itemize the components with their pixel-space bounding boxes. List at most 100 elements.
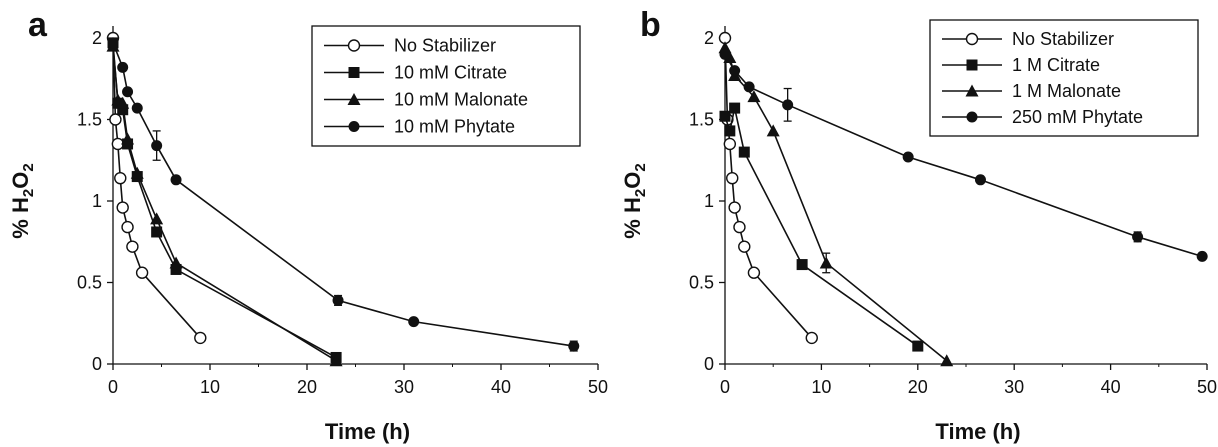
legend-label: No Stabilizer xyxy=(394,36,496,56)
panel-b-letter: b xyxy=(640,6,661,44)
panel-b-y-tick-label: 0.5 xyxy=(689,273,714,293)
legend-marker xyxy=(966,111,978,123)
data-point xyxy=(719,48,731,60)
data-point xyxy=(796,259,808,271)
panel-a-y-tick-label: 1.5 xyxy=(77,110,102,130)
panel-b-y-tick-label: 2 xyxy=(704,28,714,48)
series-line xyxy=(724,37,813,339)
panel-a-x-tick-label: 10 xyxy=(200,377,220,397)
data-point xyxy=(1196,250,1208,262)
panel-b-x-tick-label: 50 xyxy=(1197,377,1217,397)
panel-a-y-tick-label: 1 xyxy=(92,191,102,211)
data-point xyxy=(724,125,736,137)
panel-b-series-3 xyxy=(718,41,954,367)
data-point xyxy=(408,316,420,328)
panel-a-x-tick-label: 0 xyxy=(108,377,118,397)
panel-b-legend: No Stabilizer 1 M Citrate 1 M Malonate 250 … xyxy=(929,19,1199,137)
data-point xyxy=(729,102,741,114)
legend-label: 10 mM Malonate xyxy=(394,90,528,110)
legend-marker xyxy=(347,93,361,105)
panel-a-x-tick-label: 50 xyxy=(588,377,608,397)
panel-a-series-4 xyxy=(107,37,580,352)
data-point xyxy=(332,294,344,306)
data-point xyxy=(117,61,129,73)
panel-b-y-axis-title: % H2O2 xyxy=(620,163,649,238)
data-point xyxy=(170,174,182,186)
legend-label: 1 M Malonate xyxy=(1012,81,1121,101)
data-point xyxy=(170,263,182,275)
data-point xyxy=(912,340,924,352)
data-point xyxy=(747,90,761,103)
data-point xyxy=(819,256,833,269)
legend-label: 10 mM Phytate xyxy=(394,117,515,137)
panel-a-series-3 xyxy=(106,39,343,367)
data-point xyxy=(719,110,731,122)
data-point xyxy=(568,340,580,352)
panel-b-series-2 xyxy=(719,102,924,352)
data-point xyxy=(974,174,986,186)
data-point xyxy=(723,51,737,64)
data-point xyxy=(169,256,183,269)
panel-b-series-4 xyxy=(719,48,1208,262)
panel-a-y-tick-label: 0 xyxy=(92,354,102,374)
data-point xyxy=(729,65,741,77)
data-point xyxy=(150,212,164,225)
panel-a-y-tick-label: 0.5 xyxy=(77,273,102,293)
data-point xyxy=(109,113,122,126)
data-point xyxy=(940,354,954,367)
data-point xyxy=(805,331,818,345)
data-point xyxy=(329,354,343,367)
data-point xyxy=(723,137,737,151)
panel-b-x-tick-label: 0 xyxy=(720,377,730,397)
panel-a-x-tick-label: 20 xyxy=(297,377,317,397)
data-point xyxy=(782,99,794,111)
panel-b-x-axis-title: Time (h) xyxy=(935,419,1020,444)
series-line xyxy=(724,47,948,362)
legend-label: 250 mM Phytate xyxy=(1012,107,1143,127)
data-point xyxy=(733,220,746,234)
data-point xyxy=(107,37,119,49)
legend-label: No Stabilizer xyxy=(1012,29,1114,49)
legend-label: 10 mM Citrate xyxy=(394,63,507,83)
panel-a-y-tick-label: 2 xyxy=(92,28,102,48)
legend-marker xyxy=(965,84,979,97)
legend-marker xyxy=(348,121,360,132)
legend-label: 1 M Citrate xyxy=(1012,55,1100,75)
data-point xyxy=(130,166,144,179)
data-point xyxy=(126,240,139,253)
data-point xyxy=(738,146,750,158)
panel-b-x-tick-label: 10 xyxy=(811,377,831,397)
data-point xyxy=(116,96,130,109)
panel-b-y-tick-label: 1.5 xyxy=(689,110,714,130)
data-point xyxy=(121,220,134,234)
series-line xyxy=(724,107,919,347)
panel-b-y-tick-label: 0 xyxy=(704,354,714,374)
data-point xyxy=(738,240,751,253)
data-point xyxy=(116,201,129,214)
legend-marker xyxy=(966,59,978,71)
data-point xyxy=(194,331,207,345)
panel-b-y-tick-label: 1 xyxy=(704,191,714,211)
legend-marker xyxy=(965,32,979,46)
panel-a-legend: No Stabilizer 10 mM Citrate 10 mM Malonate… xyxy=(311,25,581,147)
data-point xyxy=(151,140,163,152)
panel-b-x-tick-label: 40 xyxy=(1101,377,1121,397)
panel-b-x-tick-label: 20 xyxy=(908,377,928,397)
data-point xyxy=(728,201,741,214)
data-point xyxy=(747,266,761,279)
panel-b: b 0 10 20 30 40 50 0 0.5 1 1.5 2 Time (h) % H2O2 No St… xyxy=(620,6,1217,444)
panel-a-x-tick-label: 30 xyxy=(394,377,414,397)
panel-a-y-axis-title: % H2O2 xyxy=(8,163,37,238)
legend-marker xyxy=(347,39,361,52)
data-point xyxy=(135,266,149,279)
panel-b-x-tick-label: 30 xyxy=(1004,377,1024,397)
legend-marker xyxy=(348,67,360,78)
series-line xyxy=(112,42,337,359)
data-point xyxy=(121,132,135,145)
panel-a-series-1 xyxy=(106,31,207,345)
data-point xyxy=(122,86,134,98)
data-point xyxy=(766,124,780,137)
data-point xyxy=(114,171,127,185)
data-point xyxy=(1132,231,1144,243)
